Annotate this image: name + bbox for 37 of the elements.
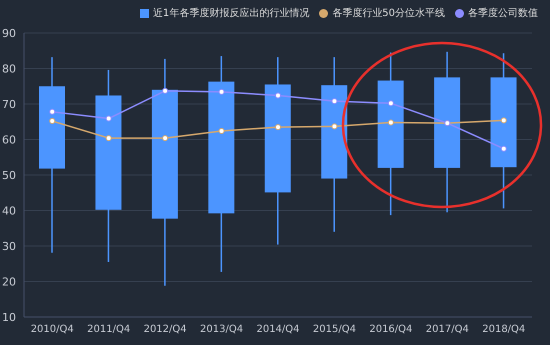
x-tick-label: 2018/Q4 (482, 324, 526, 336)
x-tick-label: 2013/Q4 (200, 324, 244, 336)
x-tick-label: 2011/Q4 (87, 324, 130, 336)
y-tick-label: 50 (2, 168, 16, 182)
y-tick-label: 10 (2, 310, 16, 324)
point (275, 92, 281, 98)
point (162, 88, 168, 94)
point (500, 117, 507, 124)
x-tick-label: 2014/Q4 (256, 324, 300, 336)
point (388, 119, 394, 126)
y-tick-label: 70 (2, 98, 16, 111)
x-tick-label: 2017/Q4 (426, 324, 469, 336)
x-tick-label: 2012/Q4 (144, 324, 187, 336)
point (49, 108, 56, 115)
y-tick-label: 90 (2, 26, 16, 40)
y-tick-label: 60 (2, 133, 16, 146)
x-tick-label: 2015/Q4 (312, 324, 356, 336)
point (331, 98, 338, 104)
point (275, 124, 281, 130)
point (162, 135, 168, 142)
point (218, 128, 225, 134)
point (331, 123, 338, 130)
y-tick-label: 80 (2, 62, 16, 76)
point (218, 88, 225, 95)
y-tick-label: 40 (2, 204, 16, 218)
x-tick-label: 2016/Q4 (369, 324, 412, 336)
y-tick-label: 20 (2, 275, 16, 288)
legend-label: 近1年各季度财报反应出的行业情况 (152, 6, 310, 20)
y-tick-label: 30 (2, 240, 16, 253)
point (49, 118, 56, 124)
point (388, 100, 394, 106)
point (106, 135, 112, 142)
legend-label: 各季度行业50分位水平线 (332, 6, 445, 20)
point (106, 116, 112, 122)
legend-label: 各季度公司数值 (468, 6, 538, 20)
point (500, 146, 507, 152)
x-tick-label: 2010/Q4 (30, 324, 74, 336)
